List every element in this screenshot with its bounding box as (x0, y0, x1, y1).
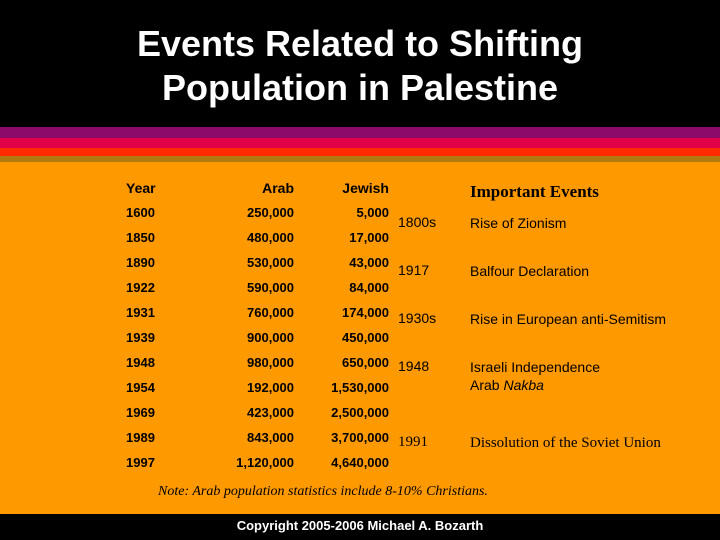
event-desc: Rise of Zionism (470, 215, 567, 231)
cell-arab: 192,000 (247, 380, 294, 395)
cell-year: 1939 (126, 330, 155, 345)
table-row: 1939 900,000 450,000 (110, 325, 389, 350)
event-desc: Dissolution of the Soviet Union (470, 435, 661, 451)
cell-arab: 590,000 (247, 280, 294, 295)
event-desc-line-2-prefix: Arab (470, 377, 504, 393)
header-jewish: Jewish (342, 180, 389, 196)
title-line-2: Population in Palestine (161, 67, 559, 108)
event-year: 1800s (398, 214, 437, 230)
cell-arab: 250,000 (247, 205, 294, 220)
cell-year: 1922 (126, 280, 155, 295)
cell-year: 1931 (126, 305, 155, 320)
cell-year: 1997 (126, 455, 155, 470)
cell-arab: 760,000 (247, 305, 294, 320)
table-row: 1997 1,120,000 4,640,000 (110, 450, 389, 475)
cell-year: 1600 (126, 205, 155, 220)
cell-arab: 900,000 (247, 330, 294, 345)
table-row: 1890 530,000 43,000 (110, 250, 389, 275)
table-row: 1922 590,000 84,000 (110, 275, 389, 300)
cell-jewish: 3,700,000 (331, 430, 389, 445)
cell-arab: 530,000 (247, 255, 294, 270)
cell-jewish: 1,530,000 (331, 380, 389, 395)
cell-jewish: 43,000 (349, 255, 389, 270)
cell-arab: 480,000 (247, 230, 294, 245)
decor-stripe-magenta (0, 138, 720, 148)
footnote-text: Arab population statistics include 8-10%… (189, 484, 488, 499)
title-line-1: Events Related to Shifting (136, 23, 584, 64)
event-desc-line-1: Israeli Independence (470, 359, 600, 375)
event-year: 1917 (398, 262, 430, 278)
cell-arab: 843,000 (247, 430, 294, 445)
cell-jewish: 17,000 (349, 230, 389, 245)
event-desc: Balfour Declaration (470, 263, 590, 279)
cell-year: 1954 (126, 380, 155, 395)
cell-jewish: 2,500,000 (331, 405, 389, 420)
event-desc: Rise in European anti-Semitism (470, 311, 667, 327)
cell-year: 1948 (126, 355, 155, 370)
event-year: 1991 (398, 434, 428, 450)
footnote: Note: Arab population statistics include… (158, 484, 488, 500)
events-heading: Important Events (470, 182, 599, 201)
decor-stripe-purple (0, 127, 720, 138)
cell-year: 1890 (126, 255, 155, 270)
cell-arab: 423,000 (247, 405, 294, 420)
cell-year: 1850 (126, 230, 155, 245)
table-row: 1931 760,000 174,000 (110, 300, 389, 325)
decor-stripe-brown (0, 156, 720, 162)
content-panel: Year Arab Jewish 1600 250,000 5,000 1850 480… (0, 162, 720, 514)
table-row: 1600 250,000 5,000 (110, 200, 389, 225)
table-row: 1969 423,000 2,500,000 (110, 400, 389, 425)
cell-jewish: 450,000 (342, 330, 389, 345)
event-desc-line-2-italic: Nakba (503, 377, 544, 393)
event-year: 1930s (398, 310, 437, 326)
cell-year: 1989 (126, 430, 155, 445)
table-row: 1948 980,000 650,000 (110, 350, 389, 375)
table-row: 1989 843,000 3,700,000 (110, 425, 389, 450)
event-desc: Israeli Independence Arab Nakba (470, 358, 720, 394)
slide-title: Events Related to Shifting Population in… (0, 22, 720, 110)
population-table: Year Arab Jewish 1600 250,000 5,000 1850 480… (110, 176, 389, 475)
header-arab: Arab (262, 180, 294, 196)
table-row: 1850 480,000 17,000 (110, 225, 389, 250)
copyright-footer: Copyright 2005-2006 Michael A. Bozarth (236, 518, 484, 533)
event-year: 1948 (398, 358, 430, 374)
header-year: Year (126, 180, 156, 196)
cell-year: 1969 (126, 405, 155, 420)
decor-stripe-red (0, 148, 720, 156)
cell-jewish: 5,000 (356, 205, 389, 220)
cell-jewish: 4,640,000 (331, 455, 389, 470)
footnote-label: Note: (158, 484, 190, 499)
cell-arab: 1,120,000 (236, 455, 294, 470)
cell-jewish: 84,000 (349, 280, 389, 295)
cell-jewish: 174,000 (342, 305, 389, 320)
table-row: 1954 192,000 1,530,000 (110, 375, 389, 400)
table-header-row: Year Arab Jewish (110, 176, 389, 200)
cell-jewish: 650,000 (342, 355, 389, 370)
cell-arab: 980,000 (247, 355, 294, 370)
